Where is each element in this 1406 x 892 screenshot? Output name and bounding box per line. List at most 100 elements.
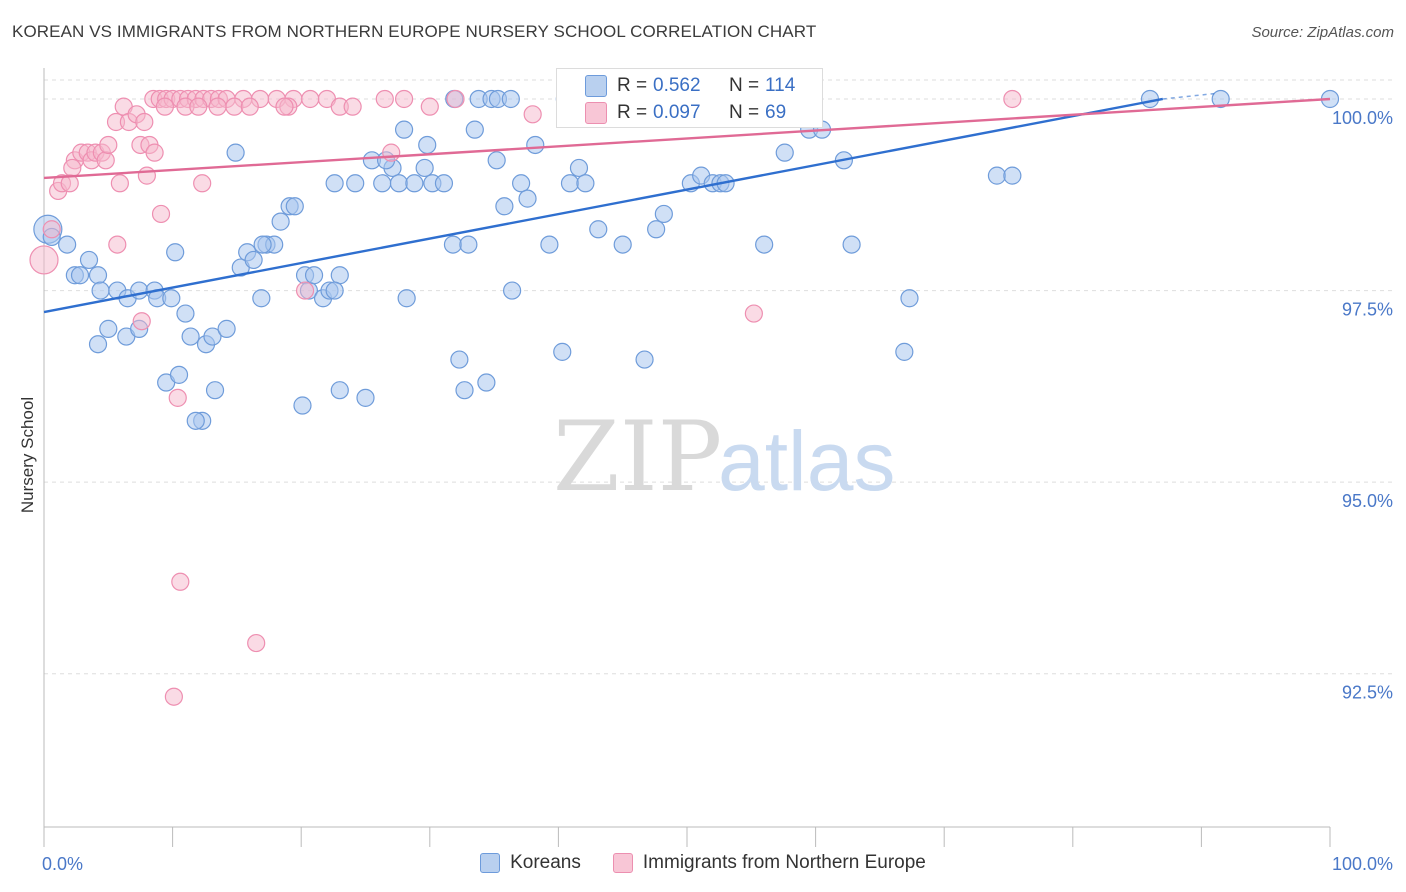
- legend-item-immigrants[interactable]: Immigrants from Northern Europe: [612, 852, 926, 874]
- koreans-point: [987, 166, 1007, 185]
- legend-koreans-label: Koreans: [510, 852, 581, 873]
- immigrants-point: [135, 112, 154, 132]
- koreans-point: [244, 250, 263, 270]
- koreans-point: [330, 381, 349, 400]
- koreans-point: [162, 289, 181, 308]
- legend: Koreans Immigrants from Northern Europe: [0, 852, 1406, 874]
- koreans-point: [325, 174, 344, 193]
- y-axis-label: Nursery School: [18, 396, 37, 514]
- immigrants-point: [189, 97, 208, 116]
- immigrants-point: [247, 633, 266, 653]
- legend-immigrants-swatch: [612, 853, 633, 873]
- immigrants-r-value: 0.097: [653, 102, 701, 123]
- immigrants-point: [164, 687, 183, 706]
- immigrants-point: [225, 97, 244, 116]
- y-tick-label-2: 97.5%: [1342, 300, 1393, 320]
- immigrants-point: [240, 97, 259, 116]
- legend-koreans-swatch: [480, 853, 501, 873]
- koreans-point: [842, 235, 861, 254]
- chart-title: KOREAN VS IMMIGRANTS FROM NORTHERN EUROP…: [12, 22, 817, 41]
- koreans-r-label: R =: [617, 75, 648, 96]
- koreans-point: [443, 235, 463, 254]
- koreans-point: [88, 266, 108, 285]
- koreans-point: [304, 266, 324, 285]
- immigrants-point: [382, 143, 401, 162]
- koreans-point: [576, 174, 595, 193]
- immigrants-point: [744, 304, 763, 323]
- koreans-point: [70, 266, 90, 285]
- koreans-point: [285, 197, 304, 216]
- immigrants-point: [420, 97, 439, 116]
- watermark-atlas: atlas: [718, 414, 895, 508]
- koreans-point: [130, 281, 149, 300]
- koreans-point: [346, 174, 365, 193]
- koreans-point: [553, 342, 572, 361]
- koreans-point: [613, 235, 632, 254]
- koreans-n-value: 114: [765, 75, 796, 96]
- koreans-point: [589, 220, 608, 239]
- koreans-r-value: 0.562: [653, 75, 701, 96]
- koreans-point: [755, 235, 774, 254]
- koreans-point: [487, 151, 506, 170]
- stats-row-immigrants: R = 0.097 N = 69: [557, 100, 822, 126]
- koreans-point: [540, 235, 559, 254]
- immigrants-point: [208, 97, 227, 116]
- koreans-point: [900, 289, 919, 308]
- koreans-point: [1140, 89, 1160, 109]
- immigrants-point: [171, 572, 190, 591]
- immigrants-point: [110, 174, 129, 193]
- koreans-point: [418, 135, 437, 155]
- koreans-point: [895, 342, 914, 361]
- koreans-point: [186, 411, 205, 430]
- koreans-point: [181, 327, 200, 346]
- koreans-n-label: N =: [729, 75, 760, 96]
- koreans-point: [217, 319, 236, 338]
- immigrants-n-label: N =: [729, 102, 760, 123]
- koreans-point: [434, 174, 454, 193]
- immigrants-trend-line: [43, 97, 1331, 180]
- koreans-point: [455, 381, 474, 400]
- koreans-point: [560, 174, 580, 193]
- koreans-point: [330, 266, 349, 285]
- koreans-point: [169, 365, 189, 384]
- immigrants-point: [343, 97, 362, 116]
- immigrants-point: [1003, 89, 1022, 109]
- koreans-point: [253, 235, 272, 254]
- immigrants-point: [132, 312, 151, 331]
- koreans-point: [1211, 89, 1230, 109]
- y-tick-label-3: 100.0%: [1332, 108, 1393, 128]
- koreans-point: [397, 289, 416, 308]
- koreans-point: [252, 289, 271, 308]
- koreans-point: [389, 174, 409, 193]
- koreans-point: [394, 120, 414, 139]
- immigrants-point: [193, 174, 212, 193]
- koreans-point: [459, 235, 478, 254]
- koreans-point: [495, 197, 514, 216]
- legend-item-koreans[interactable]: Koreans: [480, 852, 581, 874]
- y-tick-label-1: 95.0%: [1342, 491, 1393, 511]
- koreans-point: [501, 89, 520, 109]
- koreans-point: [293, 396, 312, 415]
- koreans-trend-line: [43, 97, 1164, 314]
- immigrants-point: [301, 89, 320, 109]
- x-tick-label-1: 100.0%: [1332, 854, 1393, 874]
- stats-row-koreans: R = 0.562 N = 114: [557, 73, 822, 99]
- koreans-point: [450, 350, 469, 369]
- koreans-point: [477, 373, 496, 392]
- x-tick-label-0: 0.0%: [42, 854, 83, 874]
- y-tick-label-0: 92.5%: [1342, 683, 1393, 703]
- watermark-zip: ZIP: [553, 401, 722, 513]
- immigrants-point: [42, 220, 61, 239]
- koreans-point: [176, 304, 195, 323]
- source-label: Source: ZipAtlas.com: [1251, 24, 1394, 41]
- legend-immigrants-label: Immigrants from Northern Europe: [642, 852, 926, 873]
- koreans-point: [356, 388, 375, 407]
- koreans-point: [405, 174, 424, 193]
- immigrants-point: [96, 151, 115, 170]
- koreans-point: [271, 212, 290, 231]
- koreans-point: [415, 158, 434, 178]
- koreans-point: [526, 135, 545, 155]
- koreans-point: [88, 335, 108, 354]
- koreans-point: [635, 350, 654, 369]
- koreans-point: [99, 319, 118, 338]
